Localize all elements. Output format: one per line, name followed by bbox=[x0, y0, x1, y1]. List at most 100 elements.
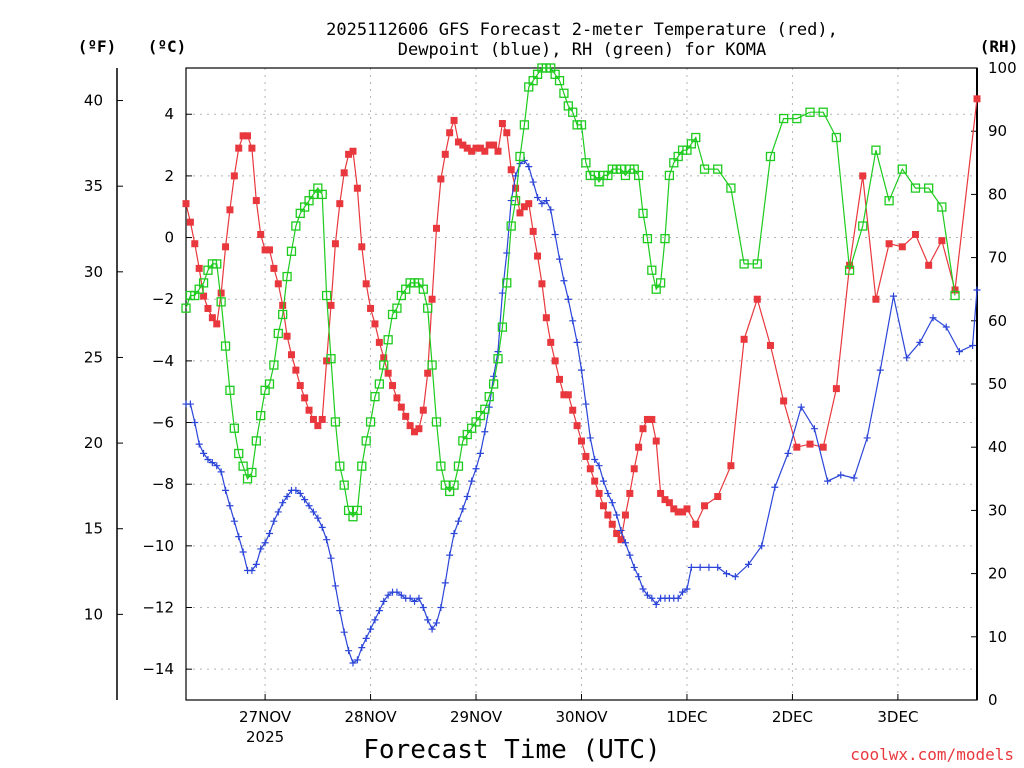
temperature-point bbox=[358, 243, 366, 251]
dewpoint-point bbox=[358, 644, 366, 652]
rh-point bbox=[273, 328, 283, 339]
rh-point bbox=[436, 461, 446, 471]
dewpoint-point bbox=[463, 493, 471, 501]
dewpoint-point bbox=[384, 591, 392, 599]
dewpoint-point bbox=[468, 477, 476, 485]
rh-point bbox=[238, 461, 248, 471]
rh-tick-label: 50 bbox=[988, 375, 1007, 393]
dewpoint-point bbox=[876, 366, 884, 374]
temperature-point bbox=[367, 304, 375, 312]
dewpoint-point bbox=[472, 465, 480, 473]
dewpoint-point bbox=[296, 489, 304, 497]
temperature-point bbox=[617, 536, 625, 544]
dewpoint-point bbox=[916, 338, 924, 346]
rh-point bbox=[392, 303, 402, 313]
temperature-point bbox=[279, 301, 287, 309]
rh-point bbox=[383, 335, 393, 345]
temperature-point bbox=[806, 440, 814, 448]
dewpoint-point bbox=[573, 338, 581, 346]
temperature-point bbox=[599, 502, 607, 510]
temperature-point bbox=[925, 261, 933, 269]
x-tick-label: 1DEC bbox=[666, 708, 707, 726]
dewpoint-point bbox=[397, 591, 405, 599]
temperature-point bbox=[208, 314, 216, 322]
rh-tick-label: 30 bbox=[988, 501, 1007, 519]
temperature-point bbox=[463, 144, 471, 152]
fahrenheit-tick-label: 20 bbox=[84, 434, 103, 452]
temperature-point bbox=[195, 264, 203, 272]
x-tick-label: 2DEC bbox=[772, 708, 813, 726]
temperature-point bbox=[292, 366, 300, 374]
dewpoint-point bbox=[591, 456, 599, 464]
temperature-point bbox=[973, 95, 981, 103]
x-tick-label: 3DEC bbox=[877, 708, 918, 726]
rh-point bbox=[339, 480, 349, 490]
temperature-point bbox=[318, 415, 326, 423]
dewpoint-point bbox=[217, 468, 225, 476]
rh-point bbox=[234, 448, 244, 459]
dewpoint-point bbox=[639, 585, 647, 593]
rh-point bbox=[581, 158, 591, 168]
dewpoint-point bbox=[314, 514, 322, 522]
x-tick-year-label: 2025 bbox=[246, 728, 284, 746]
rh-point bbox=[256, 410, 266, 421]
temperature-point bbox=[714, 493, 722, 501]
rh-point bbox=[317, 189, 327, 200]
rh-point bbox=[449, 480, 459, 490]
dewpoint-point bbox=[257, 545, 265, 553]
temperature-point bbox=[336, 200, 344, 208]
dewpoint-point bbox=[551, 230, 559, 238]
dewpoint-point bbox=[248, 567, 256, 575]
temperature-point bbox=[661, 496, 669, 504]
dewpoint-point bbox=[652, 600, 660, 608]
temperature-point bbox=[683, 505, 691, 513]
rh-point bbox=[739, 259, 749, 269]
dewpoint-point bbox=[538, 200, 546, 208]
temperature-point bbox=[476, 144, 484, 152]
dewpoint-point bbox=[415, 594, 423, 602]
rh-point bbox=[251, 436, 261, 446]
fahrenheit-tick-label: 40 bbox=[84, 92, 103, 110]
temperature-point bbox=[222, 243, 230, 251]
temperature-point bbox=[432, 224, 440, 232]
temperature-point bbox=[472, 144, 480, 152]
temperature-point bbox=[213, 320, 221, 328]
celsius-tick-label: −2 bbox=[152, 290, 174, 308]
rh-tick-label: 60 bbox=[988, 312, 1007, 330]
dewpoint-series bbox=[182, 156, 981, 667]
rh-point bbox=[493, 354, 503, 364]
rh-point bbox=[418, 284, 428, 294]
temperature-point bbox=[626, 489, 634, 497]
dewpoint-point bbox=[309, 508, 317, 516]
temperature-point bbox=[389, 382, 397, 390]
celsius-tick-label: 0 bbox=[164, 229, 174, 247]
dewpoint-point bbox=[863, 434, 871, 442]
rh-point bbox=[379, 360, 389, 370]
rh-point bbox=[638, 208, 648, 219]
rh-point bbox=[502, 278, 512, 288]
temperature-point bbox=[692, 520, 700, 528]
temperature-point bbox=[353, 184, 361, 192]
temperature-point bbox=[283, 332, 291, 340]
rh-point bbox=[497, 322, 508, 332]
dewpoint-point bbox=[903, 354, 911, 362]
temperature-point bbox=[309, 415, 317, 423]
dewpoint-point bbox=[674, 594, 682, 602]
rh-point bbox=[374, 379, 385, 389]
dewpoint-point bbox=[824, 477, 832, 485]
x-tick-label: 28NOV bbox=[345, 708, 398, 726]
rh-tick-label: 90 bbox=[988, 122, 1007, 140]
x-tick-label: 29NOV bbox=[450, 708, 503, 726]
dewpoint-point bbox=[200, 449, 208, 457]
dewpoint-point bbox=[441, 579, 449, 587]
temperature-point bbox=[885, 240, 893, 248]
temperature-point bbox=[898, 243, 906, 251]
temperature-point bbox=[674, 508, 682, 516]
temperature-point bbox=[397, 403, 405, 411]
dewpoint-point bbox=[744, 560, 752, 568]
temperature-point bbox=[419, 406, 427, 414]
dewpoint-point bbox=[613, 511, 621, 519]
dewpoint-point bbox=[630, 563, 638, 571]
temperature-point bbox=[287, 351, 295, 359]
rh-point bbox=[752, 259, 762, 269]
